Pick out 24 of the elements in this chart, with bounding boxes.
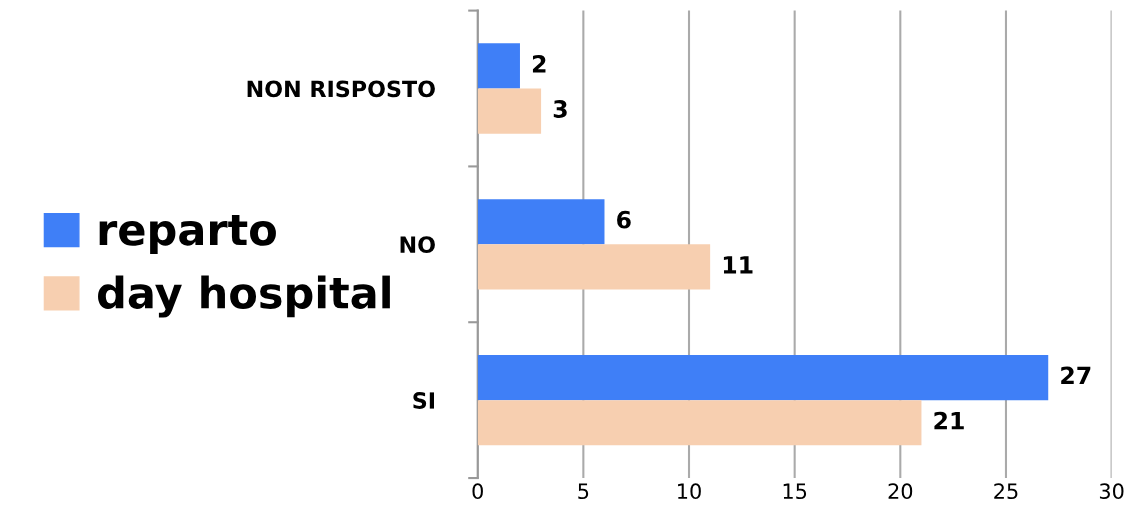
data-label: 2 (532, 54, 546, 73)
data-label: 3 (553, 100, 567, 118)
y-tick-label: NO (400, 236, 435, 254)
data-label: 6 (617, 210, 631, 229)
legend-label: reparto (99, 214, 276, 255)
x-tick-label: 10 (678, 483, 701, 500)
data-label: 21 (934, 411, 964, 430)
x-tick-label: 30 (1099, 483, 1124, 500)
bar (477, 43, 520, 89)
y-tick-label: SI (413, 392, 434, 409)
bar (477, 400, 922, 446)
bar (477, 199, 605, 245)
x-tick-label: 20 (888, 483, 913, 500)
x-tick-label: 5 (578, 483, 589, 500)
bar (477, 88, 542, 134)
y-tick-label: NON RISPOSTO (247, 80, 435, 98)
x-tick-label: 25 (994, 483, 1018, 500)
x-tick-label: 15 (783, 483, 807, 500)
bar (477, 354, 1049, 401)
x-tick-label: 0 (472, 483, 483, 500)
legend-label: day hospital (98, 275, 390, 318)
bar (477, 244, 711, 290)
data-label: 27 (1061, 366, 1091, 385)
data-label: 11 (723, 256, 753, 274)
